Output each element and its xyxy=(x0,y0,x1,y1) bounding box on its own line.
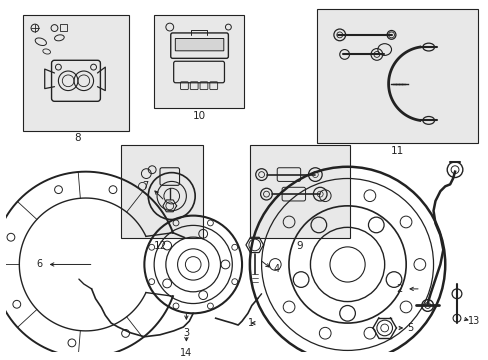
Text: 13: 13 xyxy=(468,316,480,326)
Text: 14: 14 xyxy=(180,348,192,359)
Bar xyxy=(23,15,128,131)
Text: 1: 1 xyxy=(247,318,253,328)
Bar xyxy=(154,15,244,108)
Text: 8: 8 xyxy=(74,134,81,143)
Text: 11: 11 xyxy=(390,146,403,156)
Bar xyxy=(317,9,477,143)
Text: 6: 6 xyxy=(37,260,42,270)
Text: 10: 10 xyxy=(192,111,205,121)
Bar xyxy=(121,145,203,238)
Text: 7: 7 xyxy=(142,181,148,191)
Text: 12: 12 xyxy=(154,241,167,251)
Text: 5: 5 xyxy=(406,323,412,333)
Text: 4: 4 xyxy=(273,264,279,274)
FancyBboxPatch shape xyxy=(175,39,224,51)
Text: 2: 2 xyxy=(395,284,402,294)
Text: 9: 9 xyxy=(296,241,302,251)
Bar xyxy=(249,145,349,238)
Text: 3: 3 xyxy=(183,328,189,338)
